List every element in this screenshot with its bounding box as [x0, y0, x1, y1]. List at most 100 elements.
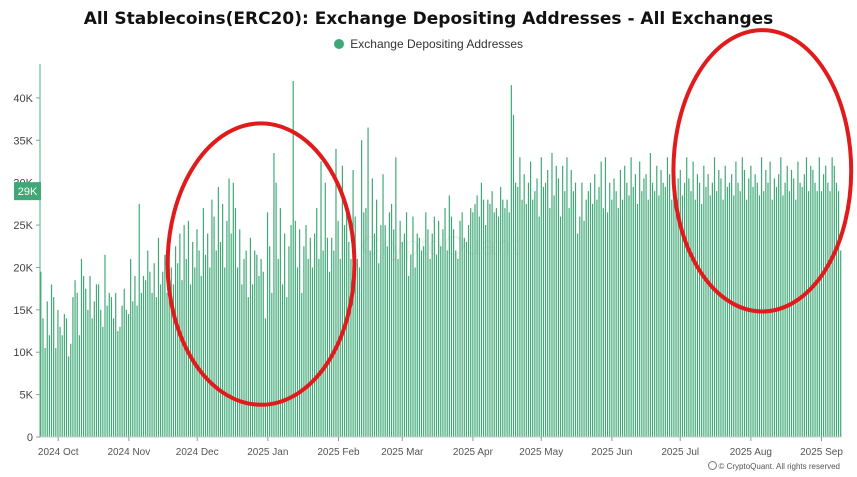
bar: [102, 326, 104, 437]
bar: [286, 297, 288, 438]
bar: [557, 178, 559, 437]
bar: [55, 347, 57, 437]
bar: [121, 305, 123, 437]
bar: [705, 186, 707, 437]
bar: [788, 191, 790, 437]
bar: [568, 208, 570, 437]
bar: [63, 314, 65, 437]
bar: [450, 216, 453, 437]
bar: [583, 220, 585, 437]
bar: [701, 203, 703, 438]
bar: [431, 233, 433, 437]
bar: [104, 254, 106, 437]
bar: [61, 335, 63, 437]
bar: [500, 186, 502, 437]
bar: [600, 161, 602, 438]
bar: [245, 250, 247, 437]
bar: [271, 292, 273, 437]
bar: [741, 157, 743, 437]
bar: [371, 178, 373, 437]
bar: [758, 195, 761, 437]
bar: [660, 169, 662, 437]
bar: [707, 174, 709, 437]
bar: [170, 267, 172, 437]
bar: [542, 186, 545, 437]
bar: [46, 301, 48, 437]
bar: [264, 318, 266, 437]
bar: [228, 178, 230, 437]
legend[interactable]: Exchange Depositing Addresses: [0, 37, 857, 51]
bar: [40, 271, 42, 437]
x-tick-label: 2025 Aug: [730, 447, 772, 458]
bar: [72, 297, 74, 438]
bar: [230, 233, 232, 437]
bar: [574, 182, 577, 437]
bar: [795, 199, 797, 437]
bar: [403, 233, 405, 437]
bar: [160, 284, 162, 437]
bar: [373, 233, 376, 437]
bar: [686, 157, 688, 437]
bar: [352, 169, 354, 437]
bar: [390, 203, 393, 438]
bar: [142, 275, 145, 437]
legend-series-label: Exchange Depositing Addresses: [350, 37, 524, 51]
bar: [474, 203, 476, 438]
bar: [202, 208, 204, 437]
bar: [592, 203, 594, 438]
bar: [491, 191, 493, 437]
bar: [294, 220, 296, 437]
bar: [731, 174, 733, 437]
x-tick-label: 2025 Jan: [247, 447, 288, 458]
bar: [703, 165, 705, 438]
bar: [237, 267, 239, 437]
bar: [177, 263, 179, 437]
bar: [172, 284, 175, 437]
bar: [303, 246, 305, 437]
bar: [358, 267, 361, 437]
bar: [256, 254, 258, 437]
bar: [765, 169, 767, 437]
bar: [645, 174, 647, 437]
bar: [472, 212, 474, 437]
last-value-badge: [14, 182, 41, 201]
bar: [611, 199, 613, 437]
bar: [277, 258, 279, 437]
bar: [416, 233, 418, 437]
bar: [502, 199, 504, 437]
bar: [619, 169, 622, 437]
bar: [579, 216, 581, 437]
y-tick-label: 5K: [20, 390, 34, 402]
bar: [331, 237, 333, 437]
bar: [769, 161, 771, 438]
bar: [183, 225, 185, 437]
bar: [192, 242, 194, 437]
bar: [410, 254, 412, 437]
bar: [215, 250, 217, 437]
bar: [335, 148, 337, 437]
bar: [641, 191, 643, 437]
bar: [837, 191, 840, 437]
bar: [168, 250, 170, 437]
bar: [275, 182, 277, 437]
bar: [226, 220, 228, 437]
cryptoquant-logo-icon: [707, 461, 717, 470]
bar: [401, 242, 403, 437]
y-tick-label: 15K: [13, 305, 33, 317]
bar: [348, 242, 350, 437]
bar: [217, 186, 219, 437]
bar: [213, 216, 215, 437]
bar: [515, 182, 517, 437]
bar: [673, 165, 675, 438]
bar: [254, 250, 256, 437]
bar: [763, 191, 765, 437]
bar: [125, 309, 127, 437]
bar: [784, 182, 786, 437]
bar: [463, 237, 465, 437]
bar: [78, 335, 80, 437]
bar: [773, 178, 775, 437]
bar: [132, 301, 134, 437]
bar: [530, 161, 532, 438]
